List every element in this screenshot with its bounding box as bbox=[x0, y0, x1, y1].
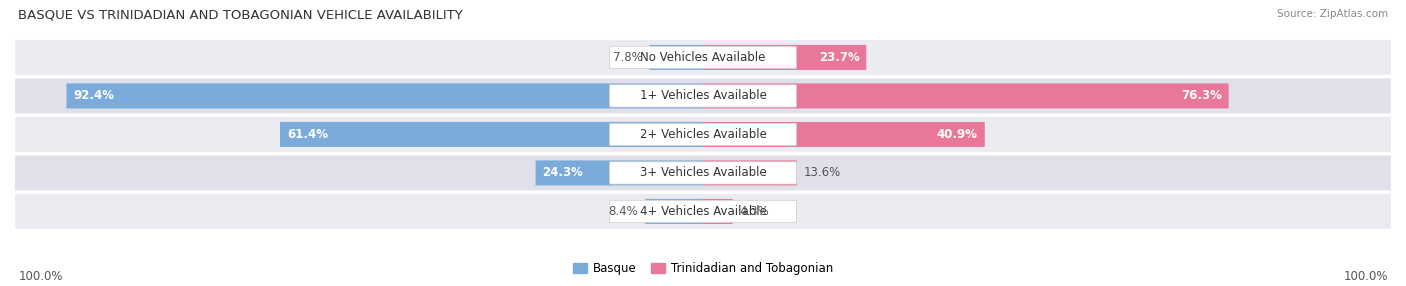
Text: BASQUE VS TRINIDADIAN AND TOBAGONIAN VEHICLE AVAILABILITY: BASQUE VS TRINIDADIAN AND TOBAGONIAN VEH… bbox=[18, 9, 463, 21]
Text: 3+ Vehicles Available: 3+ Vehicles Available bbox=[640, 166, 766, 179]
FancyBboxPatch shape bbox=[703, 84, 1229, 108]
FancyBboxPatch shape bbox=[609, 123, 797, 146]
FancyBboxPatch shape bbox=[609, 85, 797, 107]
Legend: Basque, Trinidadian and Tobagonian: Basque, Trinidadian and Tobagonian bbox=[568, 258, 838, 280]
Text: 2+ Vehicles Available: 2+ Vehicles Available bbox=[640, 128, 766, 141]
FancyBboxPatch shape bbox=[280, 122, 703, 147]
Text: 61.4%: 61.4% bbox=[287, 128, 328, 141]
Text: No Vehicles Available: No Vehicles Available bbox=[640, 51, 766, 64]
Text: Source: ZipAtlas.com: Source: ZipAtlas.com bbox=[1277, 9, 1388, 19]
Text: 4.3%: 4.3% bbox=[740, 205, 769, 218]
Text: 8.4%: 8.4% bbox=[609, 205, 638, 218]
FancyBboxPatch shape bbox=[703, 199, 733, 224]
Text: 24.3%: 24.3% bbox=[543, 166, 583, 179]
FancyBboxPatch shape bbox=[14, 39, 1392, 76]
FancyBboxPatch shape bbox=[14, 193, 1392, 230]
FancyBboxPatch shape bbox=[650, 45, 703, 70]
Text: 1+ Vehicles Available: 1+ Vehicles Available bbox=[640, 90, 766, 102]
Text: 13.6%: 13.6% bbox=[804, 166, 841, 179]
FancyBboxPatch shape bbox=[14, 154, 1392, 191]
FancyBboxPatch shape bbox=[609, 46, 797, 69]
Text: 100.0%: 100.0% bbox=[18, 270, 63, 283]
FancyBboxPatch shape bbox=[703, 160, 797, 185]
FancyBboxPatch shape bbox=[66, 84, 703, 108]
FancyBboxPatch shape bbox=[536, 160, 703, 185]
FancyBboxPatch shape bbox=[609, 200, 797, 223]
Text: 23.7%: 23.7% bbox=[818, 51, 859, 64]
Text: 100.0%: 100.0% bbox=[1343, 270, 1388, 283]
FancyBboxPatch shape bbox=[703, 122, 984, 147]
FancyBboxPatch shape bbox=[14, 116, 1392, 153]
Text: 4+ Vehicles Available: 4+ Vehicles Available bbox=[640, 205, 766, 218]
FancyBboxPatch shape bbox=[14, 78, 1392, 114]
Text: 92.4%: 92.4% bbox=[73, 90, 114, 102]
Text: 40.9%: 40.9% bbox=[936, 128, 979, 141]
Text: 7.8%: 7.8% bbox=[613, 51, 643, 64]
FancyBboxPatch shape bbox=[703, 45, 866, 70]
Text: 76.3%: 76.3% bbox=[1181, 90, 1222, 102]
FancyBboxPatch shape bbox=[609, 162, 797, 184]
FancyBboxPatch shape bbox=[645, 199, 703, 224]
